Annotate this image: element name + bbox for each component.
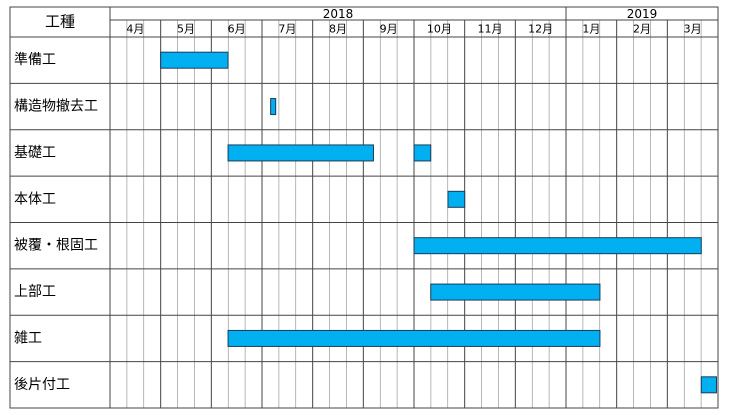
task-name: 上部工 [14,284,56,300]
task-bar [160,51,229,69]
task-bar [227,329,601,347]
task-name: 準備工 [14,52,56,68]
month-label: 2月 [633,23,651,36]
month-label: 10月 [427,23,452,36]
task-name: 被覆・根固工 [14,238,98,254]
month-label: 3月 [684,23,702,36]
month-label: 11月 [478,23,503,36]
task-name: 後片付工 [14,377,70,393]
task-bar [430,283,601,301]
task-bar [413,144,432,162]
month-label: 4月 [126,23,144,36]
frame [9,6,719,409]
month-label: 6月 [228,23,246,36]
row-header: 工種 [45,13,75,31]
month-label: 7月 [278,23,296,36]
month-label: 5月 [177,23,195,36]
task-name: 基礎工 [14,144,56,161]
task-bar [270,98,277,116]
task-bar [227,144,374,162]
task-name: 雑工 [14,330,42,346]
month-label: 1月 [582,23,600,36]
task-bar [700,376,717,394]
month-label: 8月 [329,23,347,36]
year-label: 2018 [323,7,354,21]
task-name: 本体工 [14,191,56,207]
task-bar [413,237,702,255]
year-label: 2019 [627,7,658,21]
month-label: 12月 [528,23,553,36]
task-name: 構造物撤去工 [14,99,98,115]
task-bar [447,190,466,208]
month-label: 9月 [380,23,398,36]
